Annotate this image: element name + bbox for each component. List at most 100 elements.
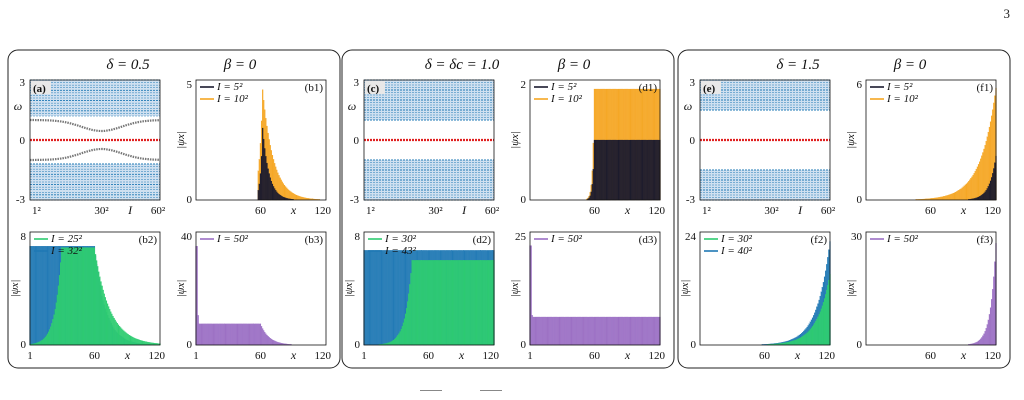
bar <box>457 260 459 346</box>
bar <box>641 316 644 346</box>
y-axis-label: ω <box>684 99 692 113</box>
bar <box>145 341 147 346</box>
bar <box>205 323 207 346</box>
xtick-label: 60² <box>151 205 166 217</box>
bar <box>612 139 614 201</box>
bar <box>581 316 584 346</box>
bar <box>209 323 211 346</box>
bar <box>815 320 817 346</box>
bar <box>259 173 262 201</box>
bar <box>290 191 292 201</box>
bar <box>598 139 600 201</box>
axes-frame <box>865 231 997 346</box>
bar <box>269 177 271 201</box>
bar <box>275 190 277 201</box>
bar <box>609 139 611 201</box>
bar <box>384 250 386 346</box>
bar <box>288 189 290 201</box>
bar <box>958 190 960 201</box>
panel-group-delta-0-5: δ = 0.5 β = 0 3 0 -3 ω 1² 30² 60² I (a) 5 0 |ψx| 60 120… <box>7 49 341 369</box>
bar <box>648 316 650 346</box>
bar <box>643 139 645 201</box>
bar <box>121 328 123 346</box>
bar <box>658 139 660 201</box>
bar <box>366 250 368 346</box>
legend-entry: I = 5² <box>216 81 243 93</box>
bar <box>54 309 56 346</box>
xtick-label: 60 <box>255 350 267 362</box>
bar <box>552 316 554 346</box>
bar <box>276 191 278 201</box>
bar <box>465 260 467 346</box>
bar <box>590 316 592 346</box>
bar <box>415 260 418 346</box>
bar <box>593 316 596 346</box>
y-axis-label: |ψx| <box>845 131 857 149</box>
bar <box>828 279 830 346</box>
bar <box>624 139 626 201</box>
bar <box>396 336 398 346</box>
bar <box>480 260 482 346</box>
bar <box>77 247 79 346</box>
bar <box>282 196 284 201</box>
bar <box>543 316 545 346</box>
bar <box>965 183 968 201</box>
bar <box>632 316 634 346</box>
bar <box>199 323 201 346</box>
bar <box>399 250 401 346</box>
bar <box>614 316 616 346</box>
bar <box>269 338 271 346</box>
bar <box>964 184 966 201</box>
bar <box>431 260 433 346</box>
bar <box>137 339 139 346</box>
bar <box>599 139 601 201</box>
bar <box>820 308 822 346</box>
bar <box>622 316 624 346</box>
bar <box>813 324 815 346</box>
bar <box>982 335 984 346</box>
bar <box>427 260 430 346</box>
bar <box>625 316 627 346</box>
bar <box>542 316 544 346</box>
bar <box>980 158 982 201</box>
bar <box>641 139 644 201</box>
ytick-label: 30 <box>851 231 863 243</box>
bar <box>645 139 647 201</box>
bar <box>572 316 574 346</box>
bar <box>371 250 373 346</box>
bar <box>638 316 640 346</box>
bar <box>257 323 259 346</box>
bar <box>491 260 493 346</box>
bar <box>227 323 229 346</box>
bar <box>459 260 461 346</box>
axes-frame <box>529 79 661 201</box>
bar <box>479 260 481 346</box>
bar <box>125 332 127 346</box>
bar <box>993 168 995 201</box>
bar <box>386 250 388 346</box>
bar <box>576 316 578 346</box>
bar <box>208 323 210 346</box>
bar <box>87 247 89 346</box>
bar <box>588 316 590 346</box>
bar <box>271 183 274 201</box>
bar <box>819 311 821 346</box>
legend-entry: I = 50² <box>550 233 583 245</box>
bar <box>602 139 604 201</box>
xtick-label: 120 <box>818 350 835 362</box>
panel-b3: 40 0 |ψx| 1 60 120 x (b3) I = 50² <box>175 231 331 362</box>
bar <box>39 341 41 346</box>
xtick-label: 60 <box>589 205 601 217</box>
bar <box>633 139 635 201</box>
bar <box>539 316 541 346</box>
bar <box>472 260 474 346</box>
bar <box>649 139 651 201</box>
ytick-label: 0 <box>691 339 697 351</box>
bar <box>981 337 983 346</box>
xtick-label: 60 <box>925 205 937 217</box>
bar <box>822 302 825 346</box>
bar <box>377 250 379 346</box>
bar <box>645 316 647 346</box>
bar <box>120 327 122 346</box>
bar <box>646 139 648 201</box>
